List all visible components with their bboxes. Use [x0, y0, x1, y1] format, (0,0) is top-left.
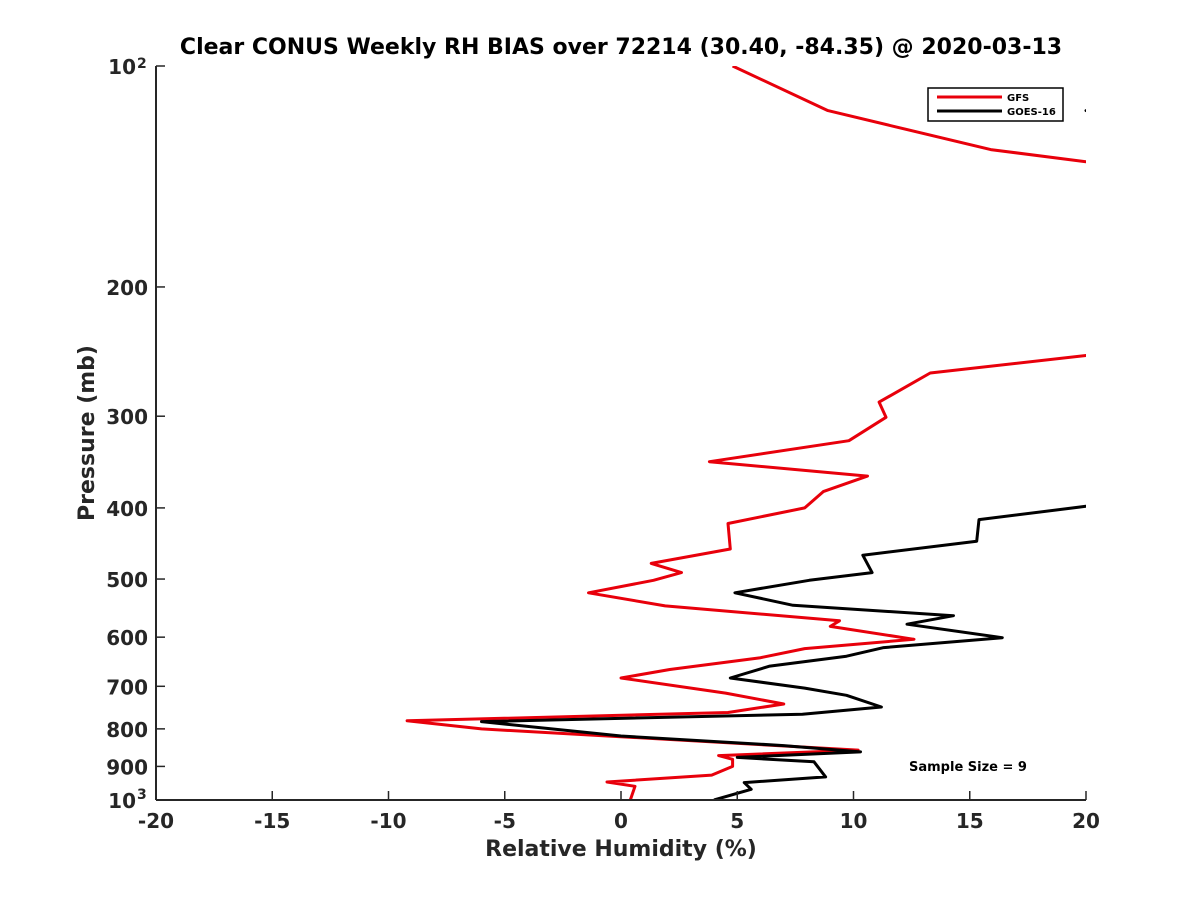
legend: GFS GOES-16	[927, 87, 1064, 122]
x-tick-label: -5	[494, 809, 516, 833]
x-tick-label: 10	[840, 809, 868, 833]
x-tick-label: 15	[956, 809, 984, 833]
y-tick-label: 600	[106, 626, 148, 650]
x-tick-label: -15	[254, 809, 290, 833]
chart-title: Clear CONUS Weekly RH BIAS over 72214 (3…	[180, 35, 1062, 60]
series-line-goes16	[480, 109, 1086, 800]
x-axis-label: Relative Humidity (%)	[485, 837, 757, 862]
y-tick-label: 700	[106, 675, 148, 699]
y-tick-label: 300	[106, 405, 148, 429]
plot-area	[156, 66, 1086, 800]
sample-size-annotation: Sample Size = 9	[909, 760, 1027, 775]
y-tick-label: 10	[108, 55, 136, 79]
x-axis-ticks: -20 -15 -10 -5 0 5 10 15 20	[138, 791, 1100, 833]
legend-box	[927, 87, 1064, 122]
y-tick-label: 200	[106, 276, 148, 300]
y-tick-label: 400	[106, 497, 148, 521]
y-tick-exponent: 3	[137, 787, 147, 803]
y-tick-label: 500	[106, 568, 148, 592]
y-tick-label: 10	[108, 789, 136, 813]
series-layer	[405, 66, 1086, 800]
legend-label-gfs: GFS	[1007, 93, 1029, 104]
legend-label-goes16: GOES-16	[1007, 107, 1056, 118]
x-tick-label: 0	[614, 809, 628, 833]
y-tick-label: 900	[106, 755, 148, 779]
x-tick-label: 20	[1072, 809, 1100, 833]
y-axis-label: Pressure (mb)	[75, 345, 100, 521]
x-tick-label: -10	[370, 809, 406, 833]
x-tick-label: 5	[730, 809, 744, 833]
y-tick-label: 800	[106, 718, 148, 742]
y-tick-exponent: 2	[137, 56, 147, 72]
x-tick-label: -20	[138, 809, 174, 833]
